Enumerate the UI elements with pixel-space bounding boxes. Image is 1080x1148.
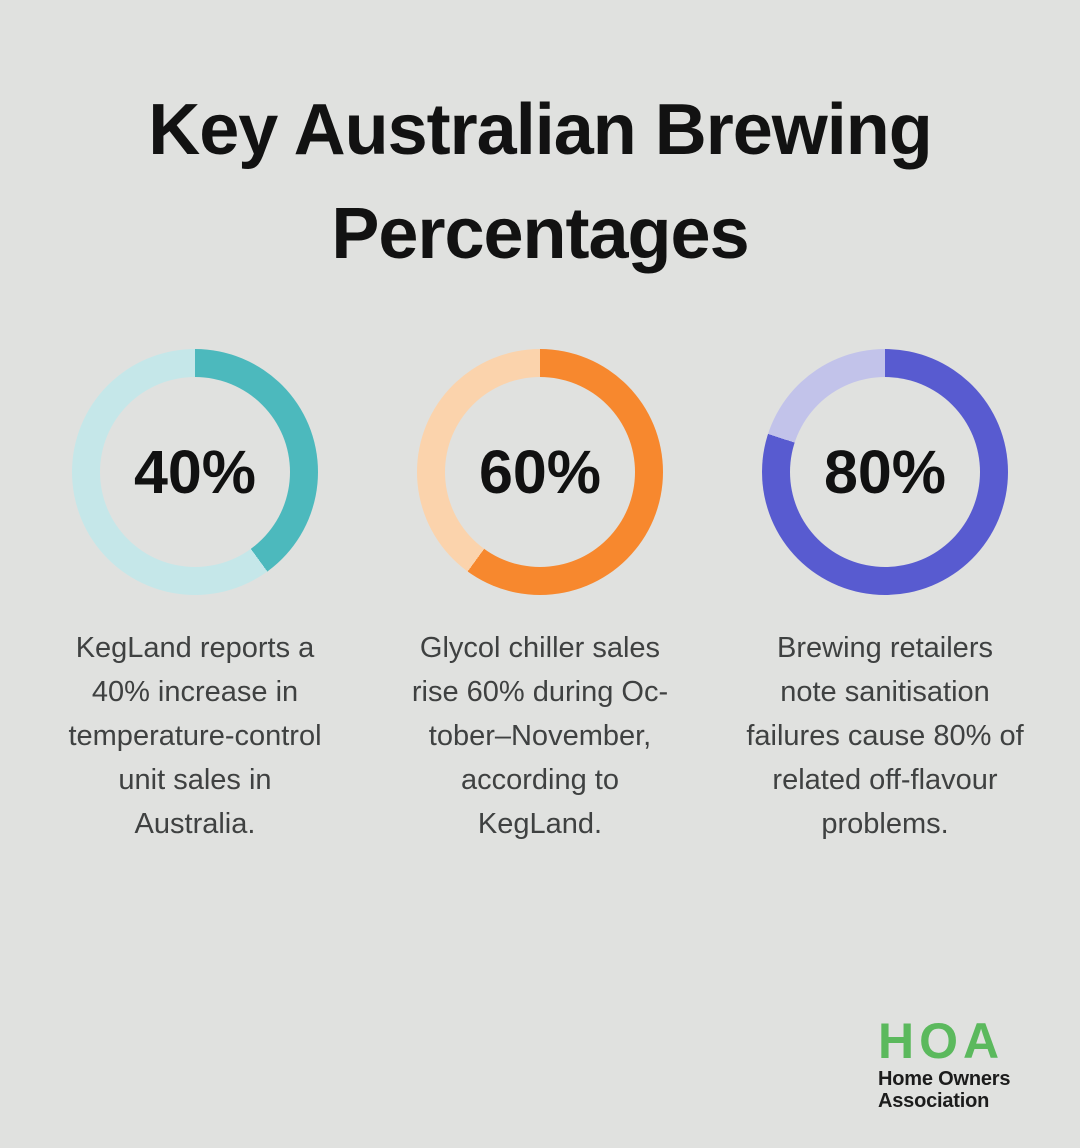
stat-card-80: 80% Brewing retailers note sanitisation … bbox=[714, 348, 1056, 846]
stat-caption-40: KegLand reports a 40% increase in temper… bbox=[68, 631, 322, 841]
hoa-logo-subtitle-line1: Home Owners bbox=[878, 1068, 1011, 1090]
donut-percentage-label: 60% bbox=[478, 437, 602, 506]
stats-row: 40% KegLand reports a 40% increase in te… bbox=[0, 348, 1080, 846]
donut-chart-60: 60% bbox=[417, 348, 663, 595]
donut-percentage-label: 40% bbox=[133, 437, 257, 506]
donut-chart-80: 80% bbox=[762, 348, 1008, 595]
hoa-logo-acronym: HOA bbox=[878, 1013, 1005, 1069]
donut-chart-40: 40% bbox=[72, 348, 318, 595]
donut-percentage-label: 80% bbox=[823, 437, 947, 506]
donut-hole: 60% bbox=[445, 376, 635, 567]
hoa-logo-subtitle-line2: Association bbox=[878, 1090, 990, 1112]
stat-card-60: 60% Glycol chiller sales rise 60% during… bbox=[369, 348, 711, 846]
donut-hole: 80% bbox=[790, 376, 980, 567]
donut-hole: 40% bbox=[100, 376, 290, 567]
infographic-title: Key Australian Brewing Percentages bbox=[148, 90, 933, 275]
stat-caption-60: Glycol chiller sales rise 60% during Oc-… bbox=[411, 631, 669, 841]
hoa-logo: HOA Home Owners Association bbox=[878, 1016, 1010, 1112]
stat-card-40: 40% KegLand reports a 40% increase in te… bbox=[24, 348, 366, 846]
stat-caption-80: Brewing retailers note sanitisation fail… bbox=[746, 631, 1024, 841]
